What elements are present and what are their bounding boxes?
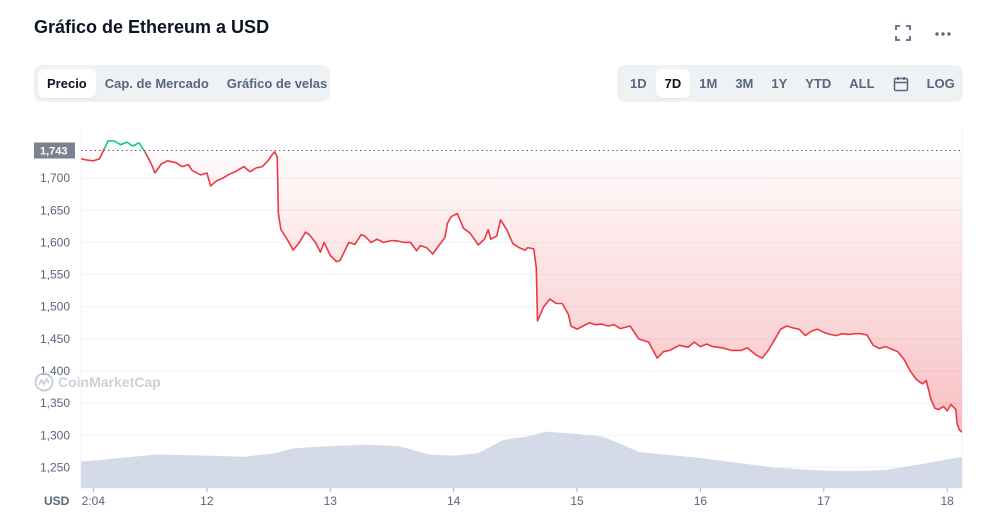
fullscreen-button[interactable] [892, 22, 914, 44]
page-title: Gráfico de Ethereum a USD [34, 17, 270, 37]
range-all[interactable]: ALL [849, 76, 875, 91]
fullscreen-icon [895, 25, 911, 41]
y-tick-label: 1,450 [40, 332, 70, 346]
watermark: CoinMarketCap [34, 372, 161, 392]
y-tick-label: 1,650 [40, 203, 70, 217]
x-tick-label: 13 [324, 494, 338, 508]
price-fill-area [81, 150, 962, 433]
range-1m[interactable]: 1M [699, 76, 718, 91]
x-tick-label: 17 [817, 494, 831, 508]
range-1y[interactable]: 1Y [771, 76, 788, 91]
y-unit-label: USD [44, 494, 70, 508]
tab-precio[interactable]: Precio [38, 69, 96, 98]
x-axis: USD 2:04 12 13 14 15 16 17 18 [44, 488, 954, 508]
y-tick-label: 1,250 [40, 460, 70, 474]
reference-label: 1,743 [40, 146, 68, 158]
y-tick-label: 1,700 [40, 171, 70, 185]
y-tick-label: 1,500 [40, 300, 70, 314]
range-3m[interactable]: 3M [735, 76, 754, 91]
y-tick-label: 1,600 [40, 235, 70, 249]
range-tabs: 1D 7D 1M 3M 1Y YTD ALL LOG [617, 65, 963, 102]
more-icon [935, 32, 951, 36]
range-log[interactable]: LOG [926, 76, 955, 91]
price-line-series [80, 148, 106, 162]
coinmarketcap-logo-icon [34, 372, 54, 392]
x-tick-label: 16 [694, 494, 708, 508]
volume-area [81, 431, 962, 488]
watermark-text: CoinMarketCap [58, 374, 161, 390]
range-calendar[interactable] [884, 69, 918, 98]
y-tick-label: 1,300 [40, 428, 70, 442]
y-tick-label: 1,550 [40, 268, 70, 282]
tab-candles[interactable]: Gráfico de velas [226, 76, 328, 91]
x-tick-label: 18 [941, 494, 955, 508]
x-tick-label: 14 [447, 494, 461, 508]
x-tick-label: 15 [570, 494, 584, 508]
price-line-series [103, 140, 146, 153]
y-tick-label: 1,350 [40, 396, 70, 410]
range-ytd[interactable]: YTD [805, 76, 832, 91]
reference-badge [34, 142, 75, 159]
more-button[interactable] [932, 22, 954, 44]
x-tick-label: 12 [200, 494, 214, 508]
calendar-icon [893, 76, 908, 91]
y-axis: 1,2501,3001,3501,4001,4501,5001,5501,600… [40, 171, 70, 474]
chart-type-tabs: Precio Cap. de Mercado Gráfico de velas [34, 65, 330, 102]
range-1d[interactable]: 1D [630, 76, 647, 91]
range-7d[interactable]: 7D [655, 69, 691, 98]
price-line-series [144, 151, 963, 433]
x-tick-label: 2:04 [82, 494, 106, 508]
tab-market-cap[interactable]: Cap. de Mercado [104, 76, 209, 91]
